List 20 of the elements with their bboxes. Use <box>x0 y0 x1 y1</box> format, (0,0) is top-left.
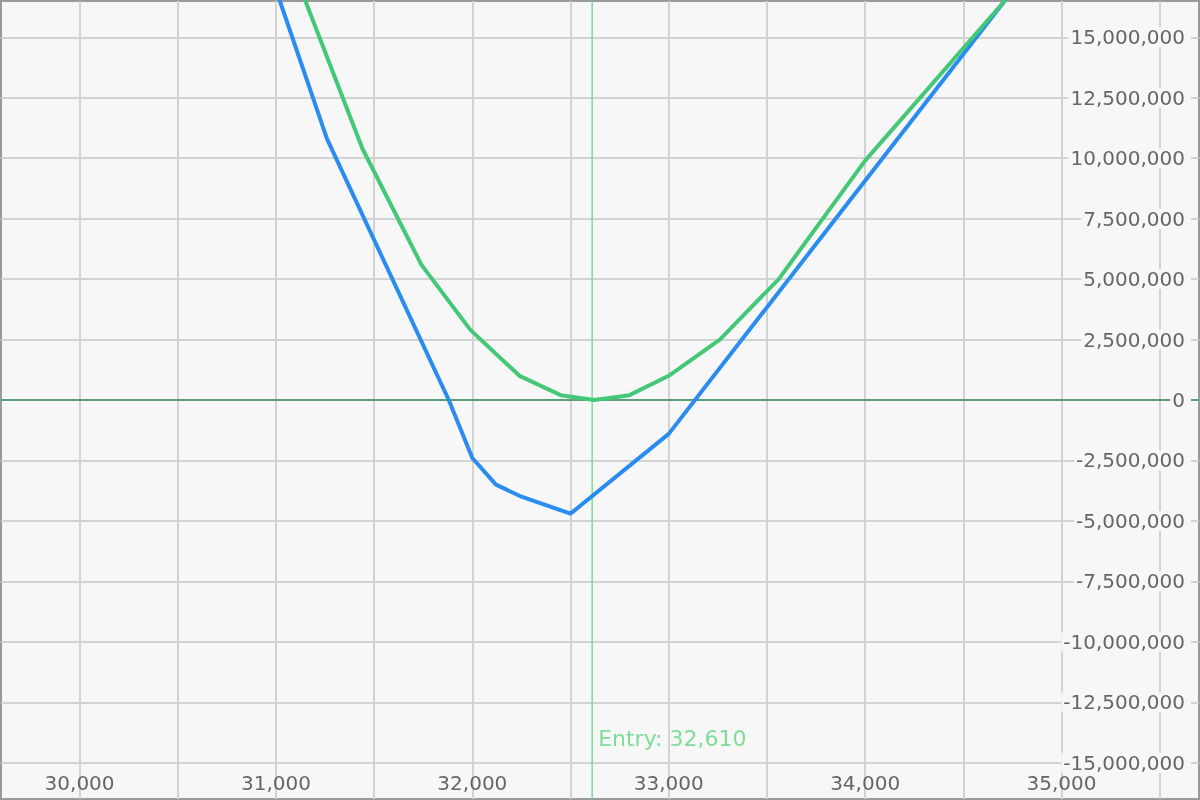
y-tick-label: -10,000,000 <box>1063 629 1185 654</box>
y-tick-label: 15,000,000 <box>1070 25 1185 50</box>
y-tick-label: 0 <box>1172 388 1185 412</box>
y-tick-label: -7,500,000 <box>1075 569 1185 594</box>
ref-line-label: Entry: 32,610 <box>598 725 747 751</box>
x-tick-label: 34,000 <box>830 771 901 795</box>
y-tick-label: -2,500,000 <box>1075 448 1185 473</box>
line-series <box>303 0 1007 402</box>
x-tick-label: 32,000 <box>437 771 508 795</box>
y-tick-label: -12,500,000 <box>1063 690 1185 715</box>
y-tick-label: 5,000,000 <box>1083 267 1185 292</box>
y-tick-label: 7,500,000 <box>1083 206 1185 231</box>
x-tick-label: 30,000 <box>44 771 115 795</box>
y-tick-label: 10,000,000 <box>1070 146 1185 171</box>
y-tick-label: -5,000,000 <box>1075 508 1185 533</box>
x-tick-label: 33,000 <box>633 771 704 795</box>
y-tick-label: 2,500,000 <box>1083 327 1185 352</box>
x-tick-label: 31,000 <box>240 771 311 795</box>
y-tick-label: 12,500,000 <box>1070 85 1185 110</box>
line-series <box>277 0 1007 516</box>
